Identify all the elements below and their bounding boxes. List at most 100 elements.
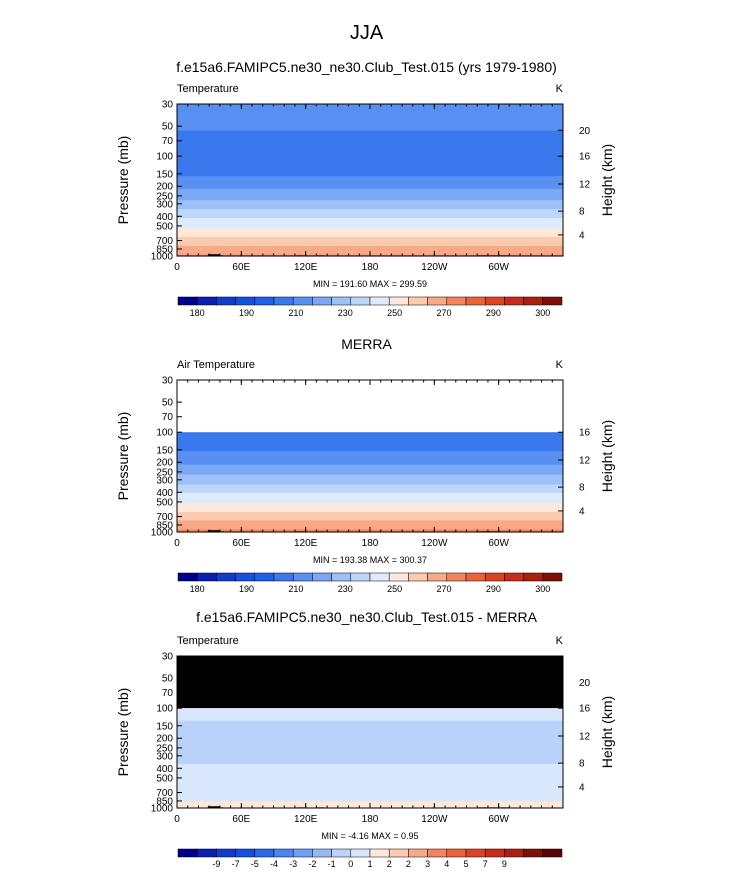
height-tick-label: 4 (579, 782, 585, 793)
contour-band (177, 723, 563, 725)
contour-band (177, 736, 563, 738)
colorbar-box (523, 572, 544, 582)
contour-band (177, 193, 563, 196)
contour-band (177, 117, 563, 120)
contour-band (177, 491, 563, 493)
height-tick-label: 12 (579, 180, 591, 191)
contour-band (177, 128, 563, 130)
y-tick-label: 100 (156, 152, 173, 163)
contour-band (177, 219, 563, 222)
contour-band (177, 472, 563, 474)
colorbar-label: -3 (289, 859, 297, 869)
colorbar-box (235, 572, 256, 582)
contour-band (177, 742, 563, 744)
contour-band (177, 766, 563, 768)
contour-band (177, 135, 563, 138)
contour-band (177, 116, 563, 119)
topography (207, 806, 220, 808)
x-tick-label: 60E (232, 538, 250, 549)
contour-band (177, 761, 563, 763)
contour-band (177, 502, 563, 504)
colorbar-box (504, 848, 524, 858)
contour-band (177, 520, 563, 522)
colorbar-box (254, 572, 275, 582)
colorbar-label: 0 (348, 859, 353, 869)
topography (207, 254, 220, 256)
contour-band (177, 743, 563, 746)
contour-band (177, 180, 563, 182)
height-tick-label: 12 (579, 732, 591, 743)
contour-band (177, 763, 563, 766)
contour-band (177, 163, 563, 166)
colorbar-box (273, 572, 294, 582)
colorbar-box (350, 848, 371, 858)
colorbar-box (292, 848, 313, 858)
colorbar-box (388, 296, 409, 306)
contour-band (177, 526, 563, 528)
colorbar-box (177, 572, 198, 582)
contour-band (177, 497, 563, 500)
colorbar-box (292, 296, 313, 306)
field-layer (177, 380, 563, 533)
contour-band (177, 461, 563, 463)
contour-band (177, 514, 563, 516)
contour-band (177, 124, 563, 127)
colorbar-box (254, 848, 275, 858)
contour-band (177, 468, 563, 471)
contour-band (177, 721, 563, 723)
contour-band (177, 729, 563, 732)
contour-band (177, 770, 563, 773)
contour-band (177, 748, 563, 751)
contour-band (177, 511, 563, 513)
colorbar-box (446, 296, 467, 306)
colorbar-label: -4 (270, 859, 278, 869)
x-tick-label: 180 (362, 814, 379, 825)
colorbar-box (542, 296, 563, 306)
contour-band (177, 481, 563, 483)
contour-band (177, 791, 563, 793)
colorbar-box (408, 848, 428, 858)
contour-band (177, 454, 563, 457)
contour-band (177, 476, 563, 478)
contour-band (177, 200, 563, 203)
contour-band (177, 715, 563, 718)
contour-band (177, 465, 563, 467)
contour-band (177, 711, 563, 713)
contour-band (177, 482, 563, 484)
contour-band (177, 797, 563, 799)
height-axis-label: Height (km) (599, 144, 615, 216)
contour-band (177, 710, 563, 713)
colorbar-box (254, 296, 275, 306)
x-tick-label: 180 (362, 538, 379, 549)
contour-band (177, 744, 563, 747)
contour-band (177, 453, 563, 456)
y-tick-label: 300 (156, 751, 173, 762)
contour-band (177, 759, 563, 762)
contour-band (177, 496, 563, 498)
colorbar-box (235, 848, 256, 858)
contour-band (177, 758, 563, 760)
height-tick-label: 16 (579, 428, 591, 439)
contour-band (177, 142, 563, 144)
contour-band (177, 750, 563, 753)
panel-title: MERRA (341, 336, 392, 352)
contour-band (177, 738, 563, 741)
contour-band (177, 216, 563, 219)
contour-band (177, 752, 563, 754)
contour-band (177, 445, 563, 447)
colorbar-box (273, 296, 294, 306)
contour-band (177, 233, 563, 236)
contour-band (177, 789, 563, 792)
colorbar-label: 2 (387, 859, 392, 869)
colorbar-label: -7 (232, 859, 240, 869)
contour-band (177, 771, 563, 773)
contour-band (177, 776, 563, 778)
contour-band (177, 458, 563, 461)
contour-band (177, 449, 563, 452)
contour-band (177, 793, 563, 795)
contour-band (177, 517, 563, 519)
contour-band (177, 463, 563, 466)
contour-band (177, 176, 563, 179)
y-tick-label: 400 (156, 212, 173, 223)
contour-band (177, 210, 563, 213)
